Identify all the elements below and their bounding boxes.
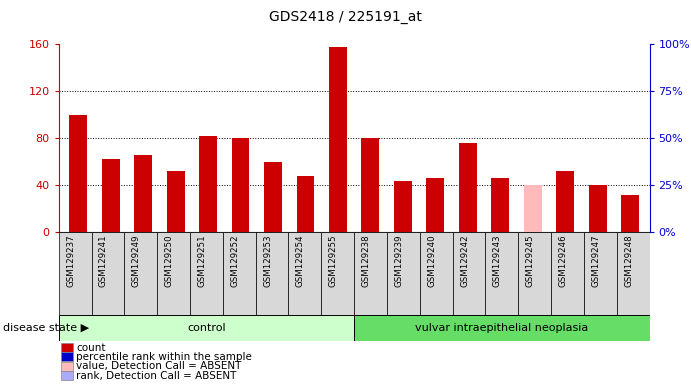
Bar <box>394 180 412 232</box>
Bar <box>61 371 73 380</box>
Text: GSM129242: GSM129242 <box>460 235 469 287</box>
Text: GSM129245: GSM129245 <box>526 235 535 287</box>
Text: rank, Detection Call = ABSENT: rank, Detection Call = ABSENT <box>77 371 237 381</box>
Bar <box>199 136 217 232</box>
Text: disease state ▶: disease state ▶ <box>3 323 90 333</box>
Bar <box>69 115 87 232</box>
Bar <box>223 232 256 315</box>
Text: GSM129243: GSM129243 <box>493 235 502 287</box>
Text: GSM129252: GSM129252 <box>230 235 239 287</box>
Bar <box>59 232 91 315</box>
Bar <box>354 232 387 315</box>
Text: GSM129250: GSM129250 <box>164 235 173 287</box>
Bar <box>102 159 120 232</box>
Bar <box>124 232 157 315</box>
Bar <box>296 176 314 232</box>
Text: GSM129241: GSM129241 <box>99 235 108 287</box>
Bar <box>361 138 379 232</box>
Bar <box>589 185 607 232</box>
Bar <box>459 143 477 232</box>
Text: GSM129255: GSM129255 <box>329 235 338 287</box>
Text: GSM129248: GSM129248 <box>624 235 633 287</box>
Bar <box>321 232 354 315</box>
Bar <box>158 232 190 315</box>
Bar <box>354 315 650 341</box>
Text: value, Detection Call = ABSENT: value, Detection Call = ABSENT <box>77 361 242 371</box>
Bar <box>61 362 73 371</box>
Bar <box>556 171 574 232</box>
Text: count: count <box>77 343 106 353</box>
Bar <box>91 232 124 315</box>
Bar <box>329 46 347 232</box>
Bar <box>453 232 485 315</box>
Bar <box>491 178 509 232</box>
Text: GSM129251: GSM129251 <box>198 235 207 287</box>
Bar <box>584 232 616 315</box>
Bar <box>419 232 453 315</box>
Bar <box>61 353 73 361</box>
Bar <box>551 232 584 315</box>
Bar <box>167 171 184 232</box>
Bar <box>485 232 518 315</box>
Text: GSM129247: GSM129247 <box>591 235 600 287</box>
Text: GSM129239: GSM129239 <box>395 235 404 287</box>
Text: GSM129240: GSM129240 <box>427 235 436 287</box>
Text: GSM129254: GSM129254 <box>296 235 305 287</box>
Text: GDS2418 / 225191_at: GDS2418 / 225191_at <box>269 10 422 23</box>
Bar <box>256 232 289 315</box>
Bar <box>61 343 73 352</box>
Bar <box>387 232 419 315</box>
Text: GSM129237: GSM129237 <box>66 235 75 287</box>
Bar <box>616 232 650 315</box>
Text: control: control <box>187 323 226 333</box>
Text: percentile rank within the sample: percentile rank within the sample <box>77 352 252 362</box>
Bar <box>518 232 551 315</box>
Text: GSM129246: GSM129246 <box>558 235 567 287</box>
Bar <box>621 195 639 232</box>
Bar <box>524 185 542 232</box>
Text: GSM129249: GSM129249 <box>132 235 141 287</box>
Bar <box>134 155 152 232</box>
Bar <box>264 162 282 232</box>
Bar <box>190 232 223 315</box>
Bar <box>59 315 354 341</box>
Text: GSM129238: GSM129238 <box>361 235 370 287</box>
Bar <box>289 232 321 315</box>
Bar <box>426 178 444 232</box>
Bar <box>231 138 249 232</box>
Text: GSM129253: GSM129253 <box>263 235 272 287</box>
Text: vulvar intraepithelial neoplasia: vulvar intraepithelial neoplasia <box>415 323 589 333</box>
